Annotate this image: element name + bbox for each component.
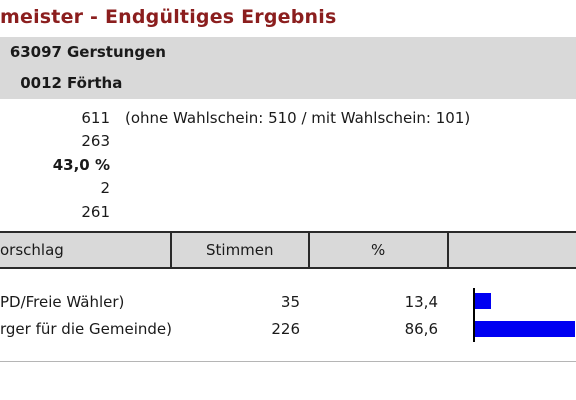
candidate-bar-1: [475, 293, 491, 309]
col-header-candidate: orschlag: [0, 241, 64, 259]
stat-voters-note: (ohne Wahlschein: 510 / mit Wahlschein: …: [125, 109, 471, 127]
municipality-name: Förtha: [67, 74, 123, 92]
candidate-votes-2: 226: [271, 320, 300, 338]
candidate-name-2: rger für die Gemeinde): [0, 320, 172, 338]
bar-axis: [473, 288, 475, 342]
region-row-district: 63097: [0, 37, 62, 67]
page-title: meister - Endgültiges Ergebnis: [0, 6, 337, 28]
stat-turnout-votes: 263: [81, 132, 110, 150]
region-row-municipality-name: Förtha: [0, 68, 300, 98]
col-header-votes: Stimmen: [206, 241, 274, 259]
stat-turnout-pct: 43,0 %: [52, 156, 110, 174]
candidate-pct-2: 86,6: [404, 320, 438, 338]
candidate-votes-1: 35: [280, 293, 300, 311]
region-row-municipality: 0012: [0, 68, 62, 98]
candidate-name-1: PD/Freie Wähler): [0, 293, 125, 311]
col-header-pct: %: [371, 241, 386, 259]
col-divider: [170, 233, 172, 267]
region-row-district-name: Gerstungen: [0, 37, 300, 67]
district-code: 63097: [9, 43, 62, 61]
stat-voters: 611: [81, 109, 110, 127]
table-bottom-rule: [0, 361, 576, 362]
candidate-bar-2: [475, 321, 575, 337]
col-divider: [308, 233, 310, 267]
municipality-code: 0012: [20, 74, 62, 92]
region-header: 63097 Gerstungen 0012 Förtha: [0, 37, 576, 99]
candidate-pct-1: 13,4: [404, 293, 438, 311]
district-name: Gerstungen: [67, 43, 166, 61]
col-divider: [447, 233, 449, 267]
results-table-header: orschlag Stimmen %: [0, 231, 576, 269]
stat-invalid: 2: [100, 179, 110, 197]
stat-valid: 261: [81, 203, 110, 221]
